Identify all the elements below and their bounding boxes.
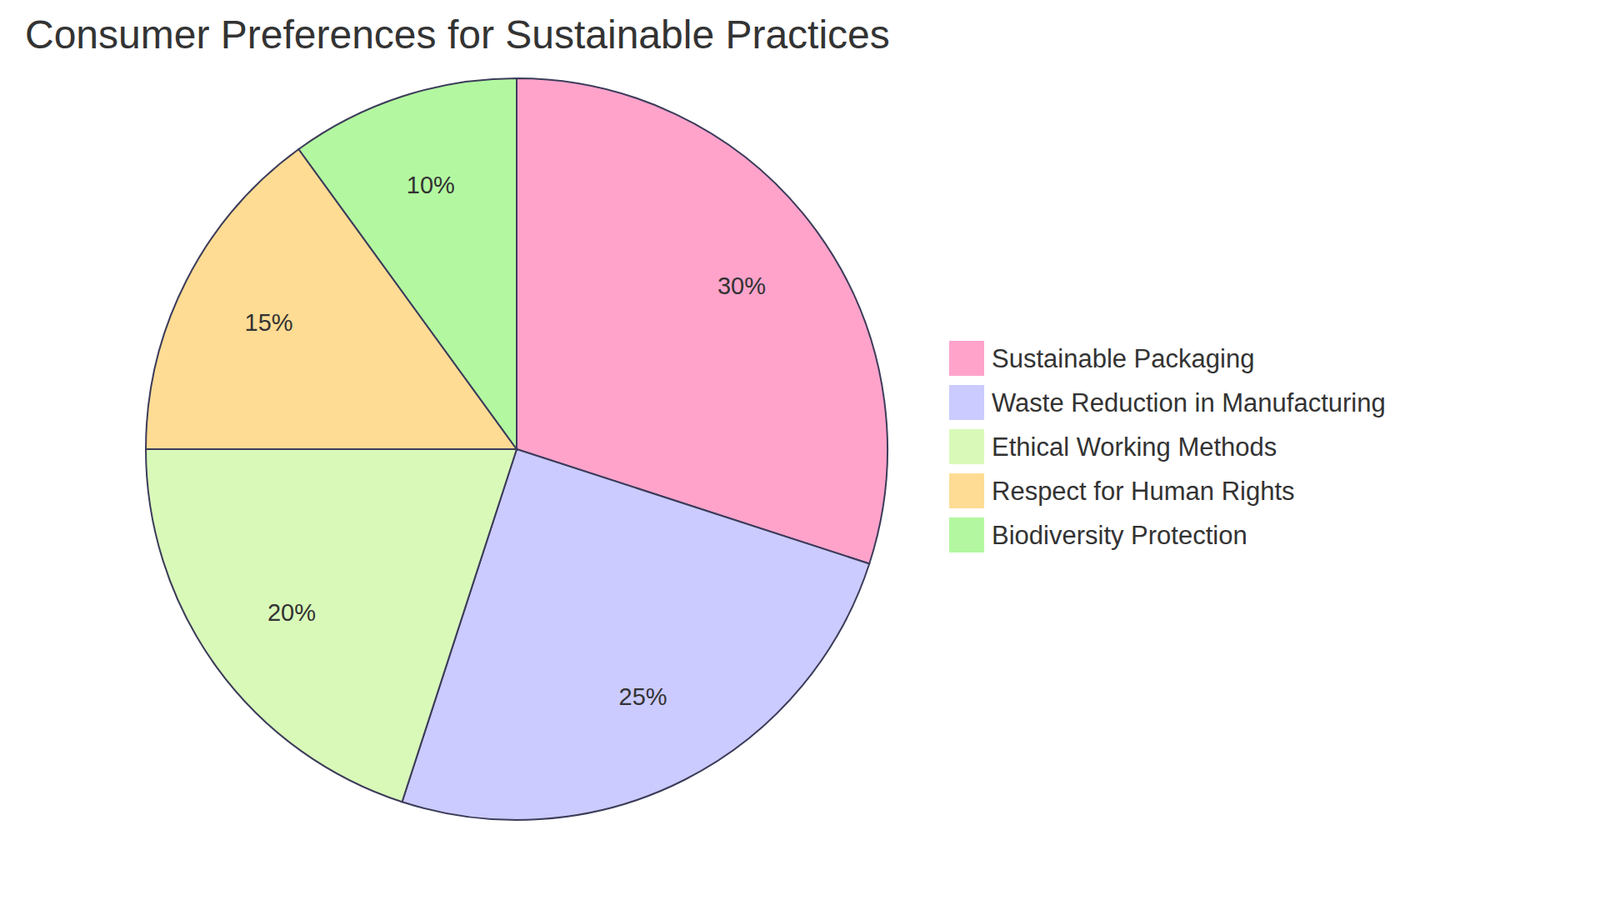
- legend-swatch: [948, 428, 985, 465]
- legend-swatch: [948, 472, 985, 510]
- pie: 30% 25% 20% 15% 10%: [145, 78, 888, 820]
- data-label: 30%: [717, 272, 766, 300]
- data-label: 10%: [406, 171, 455, 199]
- legend-item: Waste Reduction in Manufacturing: [948, 384, 1386, 421]
- chart: Consumer Preferences for Sustainable Pra…: [0, 0, 1600, 900]
- data-label: 15%: [245, 309, 294, 336]
- data-label: 20%: [267, 599, 316, 626]
- pie-slice: [298, 78, 517, 450]
- legend-swatch: [948, 384, 985, 421]
- legend-swatch: [948, 340, 985, 377]
- legend-label: Sustainable Packaging: [991, 344, 1255, 374]
- legend-label: Respect for Human Rights: [991, 476, 1295, 506]
- legend-label: Biodiversity Protection: [991, 520, 1248, 550]
- legend-item: Ethical Working Methods: [948, 428, 1277, 465]
- pie-slice: [145, 449, 517, 802]
- legend-label: Ethical Working Methods: [991, 432, 1277, 462]
- legend-item: Respect for Human Rights: [948, 472, 1295, 510]
- legend-swatch: [948, 516, 985, 554]
- legend-item: Sustainable Packaging: [948, 340, 1255, 377]
- chart-title: Consumer Preferences for Sustainable Pra…: [25, 12, 890, 57]
- legend-item: Biodiversity Protection: [948, 516, 1248, 554]
- legend: Sustainable Packaging Waste Reduction in …: [948, 340, 1386, 554]
- legend-label: Waste Reduction in Manufacturing: [991, 388, 1386, 418]
- data-label: 25%: [618, 683, 667, 710]
